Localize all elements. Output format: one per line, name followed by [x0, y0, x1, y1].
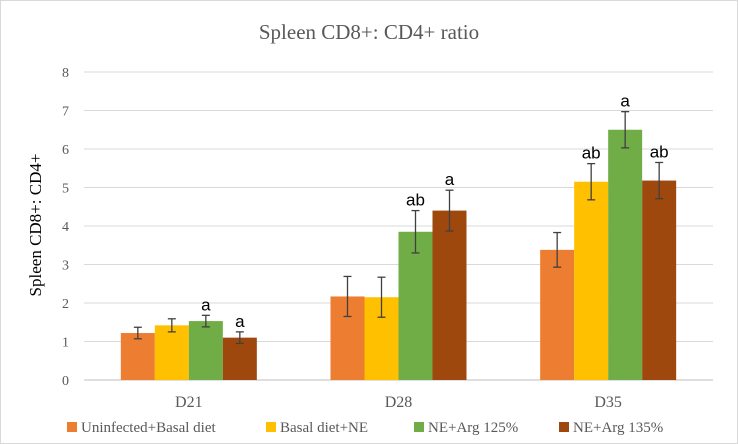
x-tick-label: D28 [385, 394, 413, 411]
bar [608, 129, 643, 380]
y-tick-label: 1 [62, 336, 69, 351]
bar [188, 321, 223, 380]
y-tick-label: 5 [62, 182, 69, 197]
significance-label: a [620, 92, 630, 111]
y-axis-label: Spleen CD8+: CD4+ [26, 154, 45, 297]
y-tick-label: 7 [62, 105, 69, 120]
significance-label: a [201, 295, 211, 314]
legend-swatch [414, 422, 424, 432]
x-tick-label: D35 [594, 394, 622, 411]
legend-label: Basal diet+NE [280, 420, 368, 436]
legend-label: NE+Arg 125% [428, 420, 518, 436]
legend-swatch [559, 422, 569, 432]
significance-label: ab [582, 144, 601, 163]
chart-title: Spleen CD8+: CD4+ ratio [259, 20, 479, 44]
legend: Uninfected+Basal diet Basal diet+NE NE+Arg… [67, 420, 663, 436]
bar [642, 180, 677, 380]
bar-series: a a ab a ab a ab [120, 92, 677, 380]
bar [398, 231, 433, 380]
legend-label: Uninfected+Basal diet [81, 420, 216, 436]
y-tick-labels: 0 1 2 3 4 5 6 7 8 [62, 66, 69, 389]
bar [120, 333, 155, 380]
bar [540, 249, 575, 380]
y-tick-label: 0 [62, 374, 69, 389]
x-tick-labels: D21 D28 D35 [175, 394, 622, 411]
significance-label: ab [650, 142, 669, 161]
x-tick-label: D21 [175, 394, 203, 411]
significance-label: a [445, 170, 455, 189]
bar [222, 337, 257, 380]
bar [154, 325, 189, 380]
significance-label: ab [406, 191, 425, 210]
legend-label: NE+Arg 135% [573, 420, 663, 436]
legend-swatch [266, 422, 276, 432]
significance-label: a [235, 312, 245, 331]
bar [574, 181, 609, 380]
y-tick-label: 8 [62, 66, 69, 81]
bar [432, 210, 467, 380]
y-tick-label: 6 [62, 143, 69, 158]
y-tick-label: 3 [62, 259, 69, 274]
legend-swatch [67, 422, 77, 432]
y-tick-label: 2 [62, 297, 69, 312]
y-tick-label: 4 [62, 220, 69, 235]
